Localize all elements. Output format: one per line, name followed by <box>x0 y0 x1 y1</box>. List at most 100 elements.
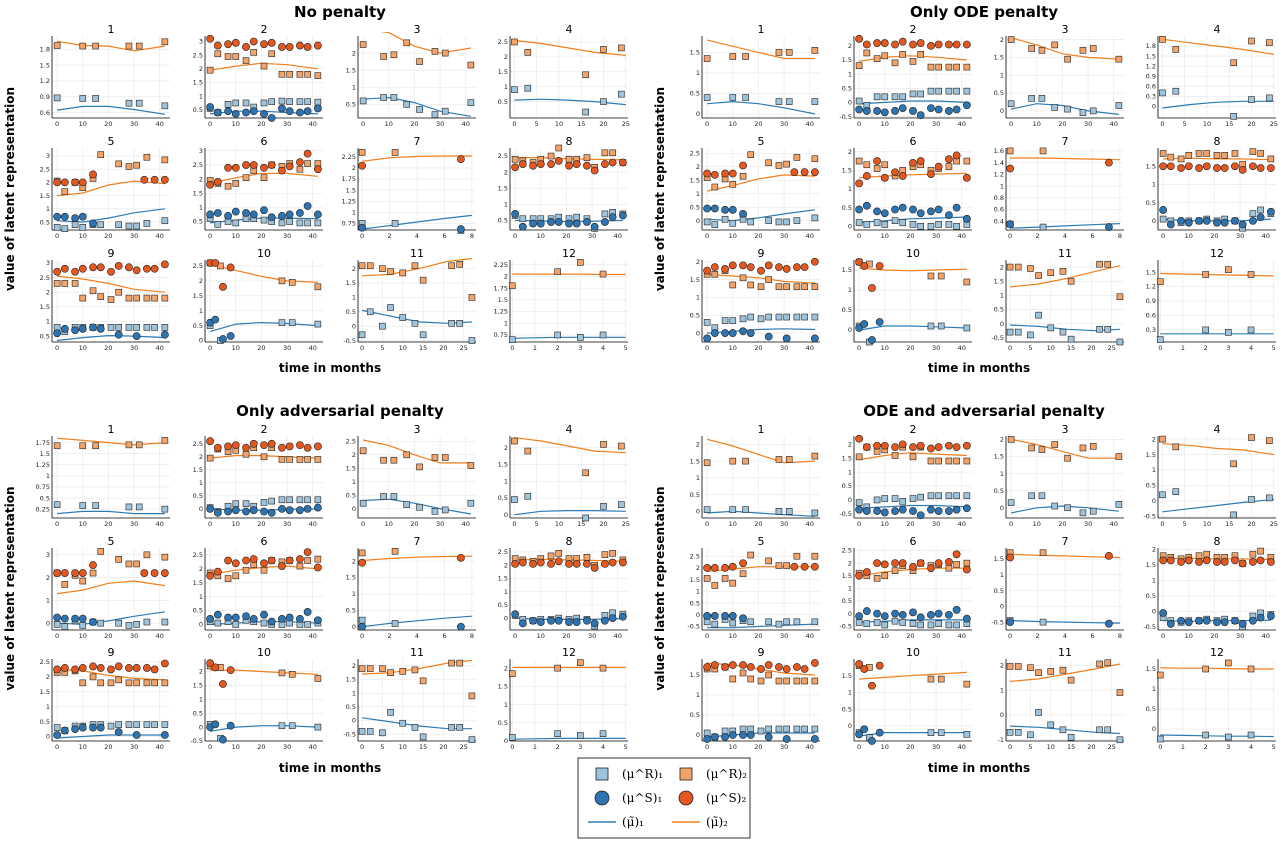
y-tick-label: 0 <box>1152 608 1156 616</box>
point-muS2 <box>71 569 79 577</box>
y-tick-label: 1 <box>504 477 508 485</box>
y-tick-label: 1 <box>696 190 700 198</box>
point-muR1 <box>775 508 783 515</box>
plot-area <box>53 151 169 232</box>
y-tick-label: 2.5 <box>498 152 508 160</box>
point-muR2 <box>1104 260 1112 268</box>
legend: (μ^R)₁ (μ^R)₂(μ^S)₁ (μ^S)₂(μ̃)₁ (μ̃)₂ <box>577 757 751 839</box>
y-tick-label: 2 <box>46 673 50 681</box>
x-tick-label: 0 <box>55 632 59 640</box>
point-muR1 <box>53 94 61 102</box>
subplot-12: 120 1 2 3 4 50.30.60.91.21.5 <box>1146 247 1276 352</box>
point-muS2 <box>1195 558 1203 566</box>
point-muR1 <box>399 314 407 321</box>
y-tick-label: 1 <box>46 703 50 711</box>
y-tick-label: 1.25 <box>494 308 508 316</box>
point-muS2 <box>219 282 227 291</box>
point-muR2 <box>783 283 790 291</box>
subplot-title: 9 <box>108 247 115 260</box>
y-tick-label: 1.5 <box>498 296 508 304</box>
point-muR2 <box>1230 460 1237 468</box>
point-muS2 <box>242 556 250 565</box>
point-muS2 <box>873 441 881 450</box>
y-axis-label: value of latent representation <box>653 486 667 690</box>
point-muS1 <box>231 506 240 515</box>
point-muS1 <box>213 108 222 117</box>
point-muR1 <box>380 94 387 101</box>
point-muR1 <box>519 215 527 223</box>
x-tick-label: 40 <box>806 743 814 751</box>
point-muR1 <box>953 222 960 230</box>
point-muR1 <box>729 619 737 627</box>
point-muR2 <box>379 265 386 272</box>
subplot-title: 7 <box>414 535 421 548</box>
plot-area <box>358 547 472 631</box>
y-tick-label: 1 <box>1000 571 1004 579</box>
subplot-title: 11 <box>1058 646 1072 659</box>
point-muS1 <box>53 329 62 338</box>
point-muR1 <box>411 724 419 731</box>
point-muR2 <box>1257 150 1264 157</box>
y-tick-label: 0.5 <box>193 322 203 330</box>
point-muS1 <box>891 609 899 618</box>
point-muR1 <box>1067 335 1075 343</box>
point-muR1 <box>125 503 133 511</box>
y-tick-label: 0.5 <box>498 601 508 609</box>
y-tick-label: 0.5 <box>498 494 508 502</box>
point-muR1 <box>721 215 729 223</box>
point-muR1 <box>151 324 158 331</box>
y-tick-label: -0.5 <box>1143 513 1156 521</box>
y-tick-label: 0 <box>1000 711 1004 719</box>
point-muS1 <box>862 507 871 515</box>
point-muS2 <box>267 38 276 47</box>
y-tick-label: 1.5 <box>690 49 700 57</box>
y-tick-label: 1 <box>1152 685 1156 693</box>
x-tick-label: 2 <box>556 344 560 352</box>
subplot-5: 50 10 20 30 400.511.522.53 <box>40 135 170 240</box>
point-muR2 <box>358 149 366 156</box>
x-tick-label: 30 <box>780 344 788 352</box>
point-muS2 <box>53 178 62 187</box>
point-muR2 <box>703 55 711 62</box>
point-muR2 <box>296 70 304 78</box>
point-muS2 <box>880 173 889 182</box>
point-muR2 <box>891 452 899 459</box>
x-tick-label: 1 <box>1181 743 1185 751</box>
point-muR2 <box>1067 676 1075 684</box>
y-tick-label: 0.5 <box>498 719 508 727</box>
point-muR1 <box>1159 215 1167 223</box>
point-muS1 <box>583 218 591 226</box>
point-muR1 <box>963 87 971 95</box>
point-muR1 <box>935 221 942 228</box>
point-muS2 <box>296 158 304 167</box>
point-muR1 <box>1064 105 1071 113</box>
point-muS2 <box>107 267 115 276</box>
point-muS2 <box>868 284 876 292</box>
point-muS2 <box>927 170 935 178</box>
point-muS2 <box>916 559 925 568</box>
point-muS2 <box>855 571 864 580</box>
point-muR1 <box>927 621 935 629</box>
point-muR2 <box>133 294 140 302</box>
point-muR1 <box>387 708 394 716</box>
x-tick-label: 30 <box>780 120 788 128</box>
point-muR2 <box>288 279 296 286</box>
point-muR2 <box>1159 150 1167 157</box>
point-muS1 <box>60 324 69 333</box>
point-muS1 <box>226 721 235 730</box>
point-muR1 <box>403 101 411 108</box>
point-muS2 <box>703 663 712 671</box>
y-tick-label: 1.2 <box>40 77 50 85</box>
point-muR1 <box>793 217 801 224</box>
point-muR2 <box>71 280 79 287</box>
point-muS1 <box>703 735 712 743</box>
x-tick-label: 20 <box>754 632 762 640</box>
point-muR1 <box>909 620 917 627</box>
y-tick-label: 2 <box>352 662 356 670</box>
point-muR1 <box>785 98 793 105</box>
plot-area <box>53 548 169 630</box>
subplot-title: 11 <box>410 646 424 659</box>
point-muR1 <box>214 619 222 627</box>
